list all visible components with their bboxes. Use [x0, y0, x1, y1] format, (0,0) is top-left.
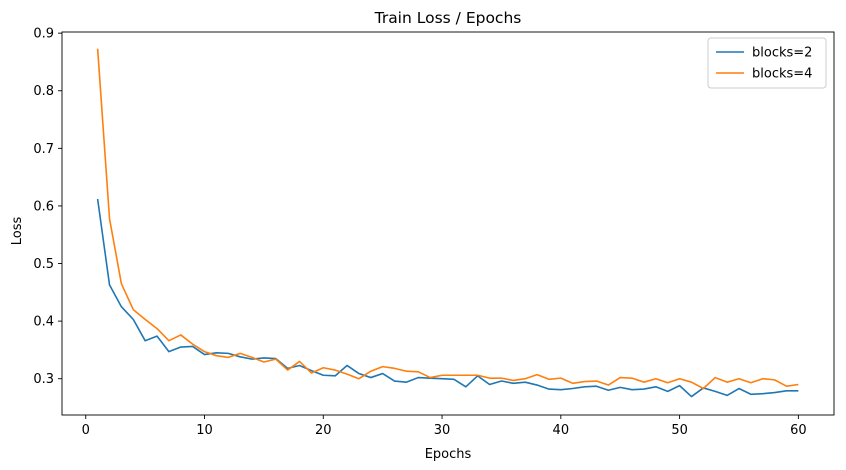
y-tick-label: 0.6 [33, 199, 54, 214]
plot-frame [61, 31, 835, 416]
x-axis: 0 10 20 30 40 50 60 [82, 415, 807, 438]
x-tick-label: 30 [434, 423, 451, 438]
x-tick-label: 50 [671, 423, 688, 438]
series-line-1 [96, 198, 799, 398]
y-tick-label: 0.3 [33, 372, 54, 387]
x-axis-title: Epochs [425, 447, 472, 462]
legend: blocks=2 blocks=4 [707, 37, 827, 89]
x-tick-label: 10 [196, 423, 213, 438]
x-tick-label: 40 [553, 423, 570, 438]
series-line-2 [96, 48, 799, 390]
y-axis: 0.3 0.4 0.5 0.6 0.7 0.8 0.9 [33, 27, 62, 387]
chart-title: Train Loss / Epochs [374, 9, 522, 27]
legend-box [707, 37, 827, 89]
y-tick-label: 0.5 [33, 257, 54, 272]
y-tick-label: 0.7 [33, 142, 54, 157]
y-tick-label: 0.9 [33, 27, 54, 42]
legend-label-2: blocks=4 [752, 67, 812, 82]
y-tick-label: 0.4 [33, 315, 54, 330]
y-tick-label: 0.8 [33, 84, 54, 99]
plot-area [61, 31, 835, 416]
legend-label-1: blocks=2 [752, 46, 812, 61]
x-tick-label: 0 [82, 423, 90, 438]
x-tick-label: 20 [315, 423, 332, 438]
x-tick-label: 60 [790, 423, 807, 438]
y-axis-title: Loss [10, 217, 25, 246]
